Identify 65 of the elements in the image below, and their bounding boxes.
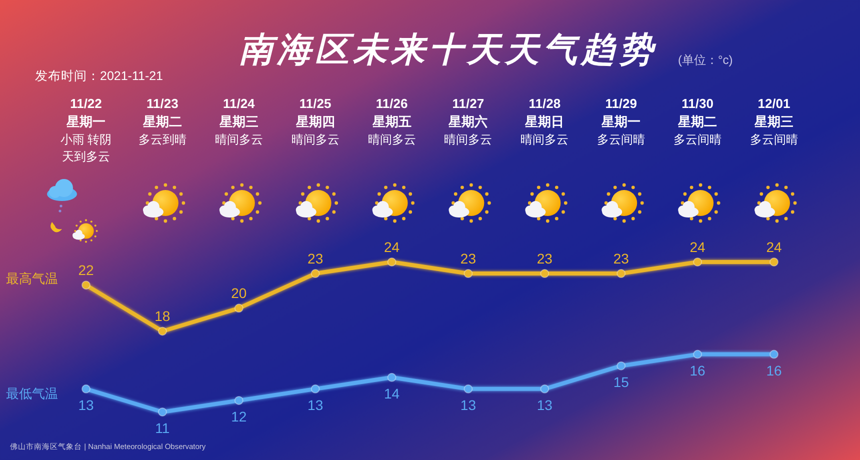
point	[616, 361, 626, 370]
data-label: 13	[536, 396, 553, 413]
data-label: 20	[231, 285, 247, 302]
point	[770, 350, 778, 359]
text: 晴间多云	[520, 132, 569, 146]
text: 多云间晴	[750, 132, 798, 146]
x-tick-label: 11/26 星期五	[371, 96, 412, 129]
data-label: 16	[766, 362, 782, 378]
x-tick-label: 11/29 星期一	[600, 96, 641, 129]
data-label: 12	[231, 408, 247, 424]
point	[693, 258, 702, 266]
data-label: 23	[460, 250, 476, 267]
x-tick-label: 11/27 星期六	[448, 96, 488, 129]
x-tick-label: 11/30 星期二	[677, 96, 718, 129]
point	[310, 269, 320, 278]
point	[770, 258, 778, 266]
data-label: 23	[308, 250, 324, 267]
data-label: 24	[384, 239, 400, 255]
data-label: 13	[460, 396, 476, 413]
point	[387, 258, 396, 266]
x-tick-label: 11/22 星期一	[66, 96, 106, 129]
point	[540, 269, 550, 278]
text: 晴间多云	[368, 132, 416, 146]
text: 多云间晴	[674, 132, 722, 146]
point	[310, 384, 320, 394]
point	[234, 304, 244, 313]
data-label: 22	[78, 262, 94, 278]
data-label: 16	[690, 362, 706, 378]
point	[387, 372, 396, 382]
x-tick-label: 11/28 星期日	[524, 96, 564, 129]
series-label: 最低气温	[6, 386, 58, 401]
point	[693, 350, 702, 359]
chart-title: 南海区未来十天天气趋势	[239, 31, 657, 69]
x-tick-label: 11/23 星期二	[142, 96, 182, 129]
text: 多云间晴	[597, 132, 646, 146]
point	[616, 269, 626, 278]
point	[158, 408, 167, 416]
data-label: 18	[154, 308, 170, 324]
chart-subtitle: (单位：°c)	[678, 53, 733, 67]
point	[234, 396, 244, 405]
point	[82, 280, 90, 290]
point	[540, 384, 550, 394]
data-label: 14	[384, 385, 400, 402]
data-label: 13	[308, 396, 324, 413]
data-label: 13	[78, 396, 94, 413]
text: 多云到晴	[138, 132, 186, 146]
text: 发布时间：2021-11-21	[35, 69, 164, 83]
data-label: 24	[690, 239, 706, 255]
series-label: 最高气温	[6, 271, 58, 286]
data-label: 11	[155, 420, 170, 436]
text: 晴间多云	[444, 132, 492, 146]
x-tick-label: 11/25 星期四	[294, 96, 335, 129]
data-label: 23	[613, 250, 630, 267]
x-tick-label: 11/24 星期三	[218, 96, 258, 129]
data-label: 15	[613, 374, 630, 390]
point	[82, 384, 90, 394]
text: 小雨 转阴天到多云	[60, 132, 112, 164]
point	[464, 384, 473, 394]
text: 晴间多云	[291, 132, 340, 146]
x-tick-label: 12/01 星期三	[754, 96, 794, 129]
point	[158, 326, 167, 336]
point	[464, 269, 473, 278]
text: 晴间多云	[214, 132, 263, 146]
data-label: 23	[536, 250, 553, 267]
data-label: 24	[766, 239, 782, 255]
